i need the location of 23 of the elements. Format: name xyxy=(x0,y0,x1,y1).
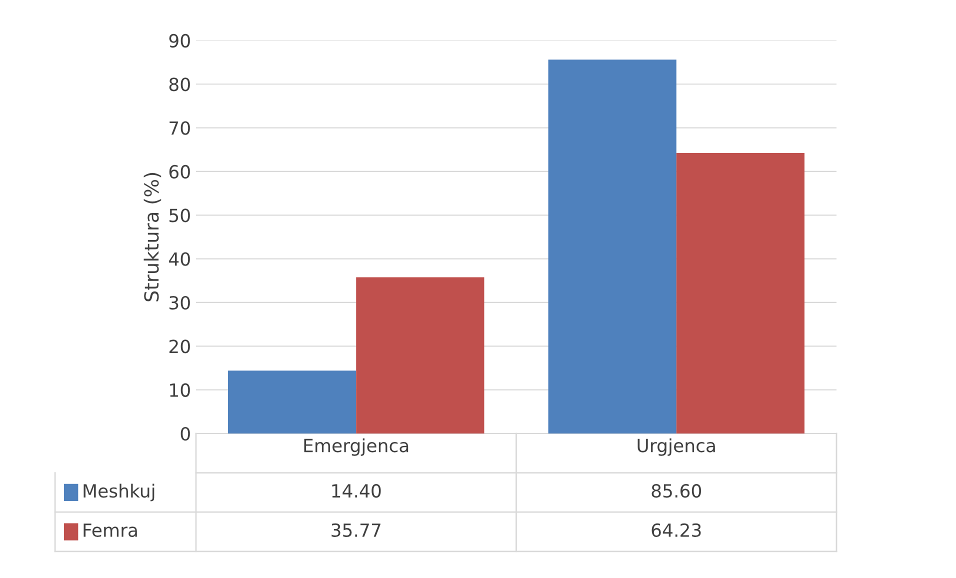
x-tick-label: Urgjenca xyxy=(638,438,715,456)
data-label: 85.60 xyxy=(652,484,702,498)
y-tick-label: 50 xyxy=(170,208,190,222)
y-tick-label: 10 xyxy=(170,383,190,397)
data-label: 14.40 xyxy=(332,484,381,498)
bar xyxy=(228,370,356,434)
data-label: 64.23 xyxy=(652,523,701,537)
legend-label: Femra xyxy=(84,524,137,537)
y-axis-title: Struktura (%) xyxy=(144,173,162,302)
bar xyxy=(676,153,804,434)
y-tick-label: 80 xyxy=(169,78,190,92)
bar xyxy=(548,60,676,434)
bar xyxy=(356,277,484,434)
data-label: 35.77 xyxy=(332,523,380,537)
y-tick-label: 0 xyxy=(180,426,190,441)
y-tick-label: 30 xyxy=(170,296,190,310)
y-tick-label: 40 xyxy=(169,252,190,266)
y-tick-label: 70 xyxy=(170,121,190,135)
legend-label: Meshkuj xyxy=(84,484,154,502)
y-tick-label: 90 xyxy=(169,34,190,48)
x-tick-label: Emergjenca xyxy=(304,438,408,456)
y-tick-label: 20 xyxy=(169,340,190,354)
y-tick-label: 60 xyxy=(169,164,190,179)
